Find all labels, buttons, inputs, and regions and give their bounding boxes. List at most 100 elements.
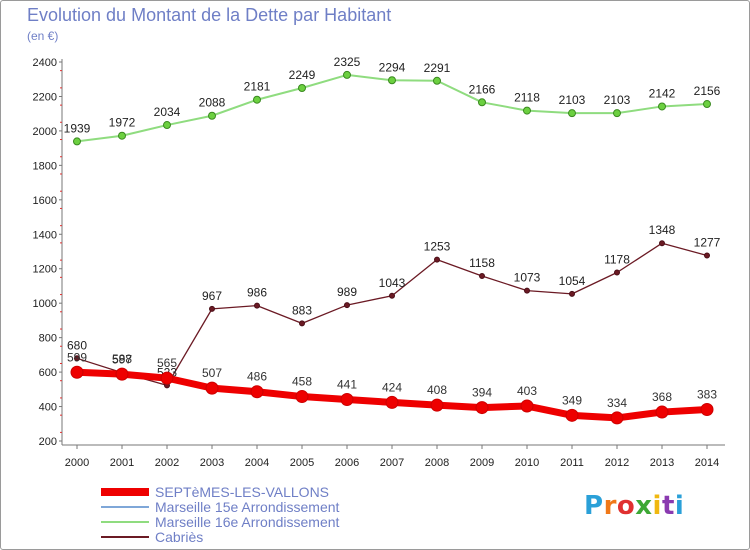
- data-label-cabries: 1054: [559, 274, 586, 288]
- data-point-cabries: [434, 256, 440, 263]
- x-tick-label: 2006: [335, 457, 359, 469]
- y-tick-label: 1800: [33, 160, 57, 172]
- data-point-cabries: [344, 302, 350, 309]
- y-tick-label: 1400: [33, 229, 57, 241]
- x-tick-label: 2005: [290, 457, 314, 469]
- data-label-septemes: 349: [562, 393, 582, 407]
- data-point-marseille-16: [163, 121, 171, 130]
- data-label-septemes: 424: [382, 380, 402, 394]
- data-point-septemes: [520, 399, 534, 413]
- data-point-cabries: [569, 290, 575, 297]
- data-label-marseille-16: 2142: [649, 86, 676, 100]
- data-label-cabries: 1178: [604, 253, 630, 267]
- data-label-marseille-16: 2249: [289, 68, 316, 82]
- y-tick-label: 400: [39, 402, 57, 414]
- data-point-marseille-16: [73, 137, 81, 146]
- y-tick-label: 200: [39, 436, 57, 448]
- data-label-cabries: 967: [202, 289, 222, 303]
- data-label-marseille-16: 2103: [559, 93, 586, 107]
- data-point-septemes: [700, 402, 714, 416]
- data-point-marseille-16: [253, 95, 261, 104]
- data-label-marseille-16: 2103: [604, 93, 631, 107]
- data-label-cabries: 1073: [514, 271, 541, 285]
- data-point-septemes: [70, 365, 84, 379]
- data-label-marseille-16: 2166: [469, 82, 496, 96]
- data-point-cabries: [254, 302, 260, 309]
- data-label-cabries: 680: [67, 338, 87, 352]
- data-point-septemes: [610, 411, 624, 425]
- x-tick-label: 2002: [155, 457, 179, 469]
- data-point-marseille-16: [613, 109, 621, 118]
- data-label-septemes: 383: [697, 387, 717, 401]
- logo-letter: x: [635, 491, 653, 521]
- data-point-marseille-16: [433, 76, 441, 85]
- legend-swatch: [101, 488, 149, 496]
- data-point-marseille-16: [208, 111, 216, 120]
- data-label-septemes: 441: [337, 377, 357, 391]
- data-label-septemes: 588: [112, 352, 132, 366]
- data-label-marseille-16: 1939: [64, 121, 91, 135]
- data-label-septemes: 565: [157, 356, 177, 370]
- data-label-marseille-16: 2325: [334, 55, 361, 69]
- data-label-septemes: 486: [247, 370, 267, 384]
- data-point-marseille-16: [568, 109, 576, 118]
- data-label-marseille-16: 2294: [379, 60, 406, 74]
- data-point-septemes: [475, 401, 489, 415]
- data-point-septemes: [385, 395, 399, 409]
- data-label-marseille-16: 2181: [244, 80, 271, 94]
- data-label-marseille-16: 2156: [694, 84, 721, 98]
- data-point-marseille-16: [523, 106, 531, 115]
- data-label-cabries: 1348: [649, 223, 676, 237]
- data-label-marseille-16: 1972: [109, 116, 136, 130]
- x-tick-label: 2007: [380, 457, 404, 469]
- legend-label: Marseille 15e Arrondissement: [155, 499, 340, 515]
- x-tick-label: 2010: [515, 457, 539, 469]
- data-label-cabries: 986: [247, 286, 267, 300]
- legend-swatch: [101, 506, 149, 508]
- y-tick-label: 800: [39, 333, 57, 345]
- legend-swatch: [101, 521, 149, 523]
- y-tick-label: 2400: [33, 57, 57, 69]
- data-point-septemes: [160, 371, 174, 385]
- data-label-cabries: 1253: [424, 240, 451, 254]
- x-tick-label: 2003: [200, 457, 224, 469]
- data-label-cabries: 1277: [694, 235, 721, 249]
- data-point-septemes: [295, 390, 309, 404]
- data-label-cabries: 1158: [469, 256, 495, 270]
- x-tick-label: 2013: [650, 457, 674, 469]
- data-label-marseille-16: 2088: [199, 96, 226, 110]
- legend-label: Cabriès: [155, 529, 204, 545]
- data-label-septemes: 368: [652, 390, 672, 404]
- data-point-septemes: [250, 385, 264, 399]
- data-label-cabries: 989: [337, 285, 357, 299]
- legend-swatch: [101, 536, 149, 538]
- data-point-septemes: [115, 367, 129, 381]
- y-tick-label: 2000: [33, 126, 57, 138]
- data-point-marseille-16: [478, 98, 486, 107]
- data-point-cabries: [479, 272, 485, 279]
- data-point-septemes: [655, 405, 669, 419]
- data-point-cabries: [74, 355, 80, 362]
- data-label-septemes: 394: [472, 386, 492, 400]
- data-label-septemes: 408: [427, 383, 447, 397]
- data-point-marseille-16: [658, 102, 666, 111]
- y-tick-label: 1200: [33, 264, 57, 276]
- y-tick-label: 1000: [33, 298, 57, 310]
- data-label-marseille-16: 2118: [514, 91, 540, 105]
- data-point-marseille-16: [703, 100, 711, 109]
- data-point-cabries: [659, 240, 665, 247]
- data-point-cabries: [614, 269, 620, 276]
- data-label-septemes: 458: [292, 375, 312, 389]
- x-tick-label: 2014: [695, 457, 719, 469]
- x-tick-label: 2012: [605, 457, 629, 469]
- data-point-cabries: [704, 252, 710, 259]
- data-label-septemes: 403: [517, 384, 537, 398]
- data-point-septemes: [430, 398, 444, 412]
- data-label-marseille-16: 2291: [424, 61, 451, 75]
- data-point-marseille-16: [388, 76, 396, 85]
- x-tick-label: 2009: [470, 457, 494, 469]
- data-point-septemes: [205, 381, 219, 395]
- logo-letter: i: [674, 491, 685, 521]
